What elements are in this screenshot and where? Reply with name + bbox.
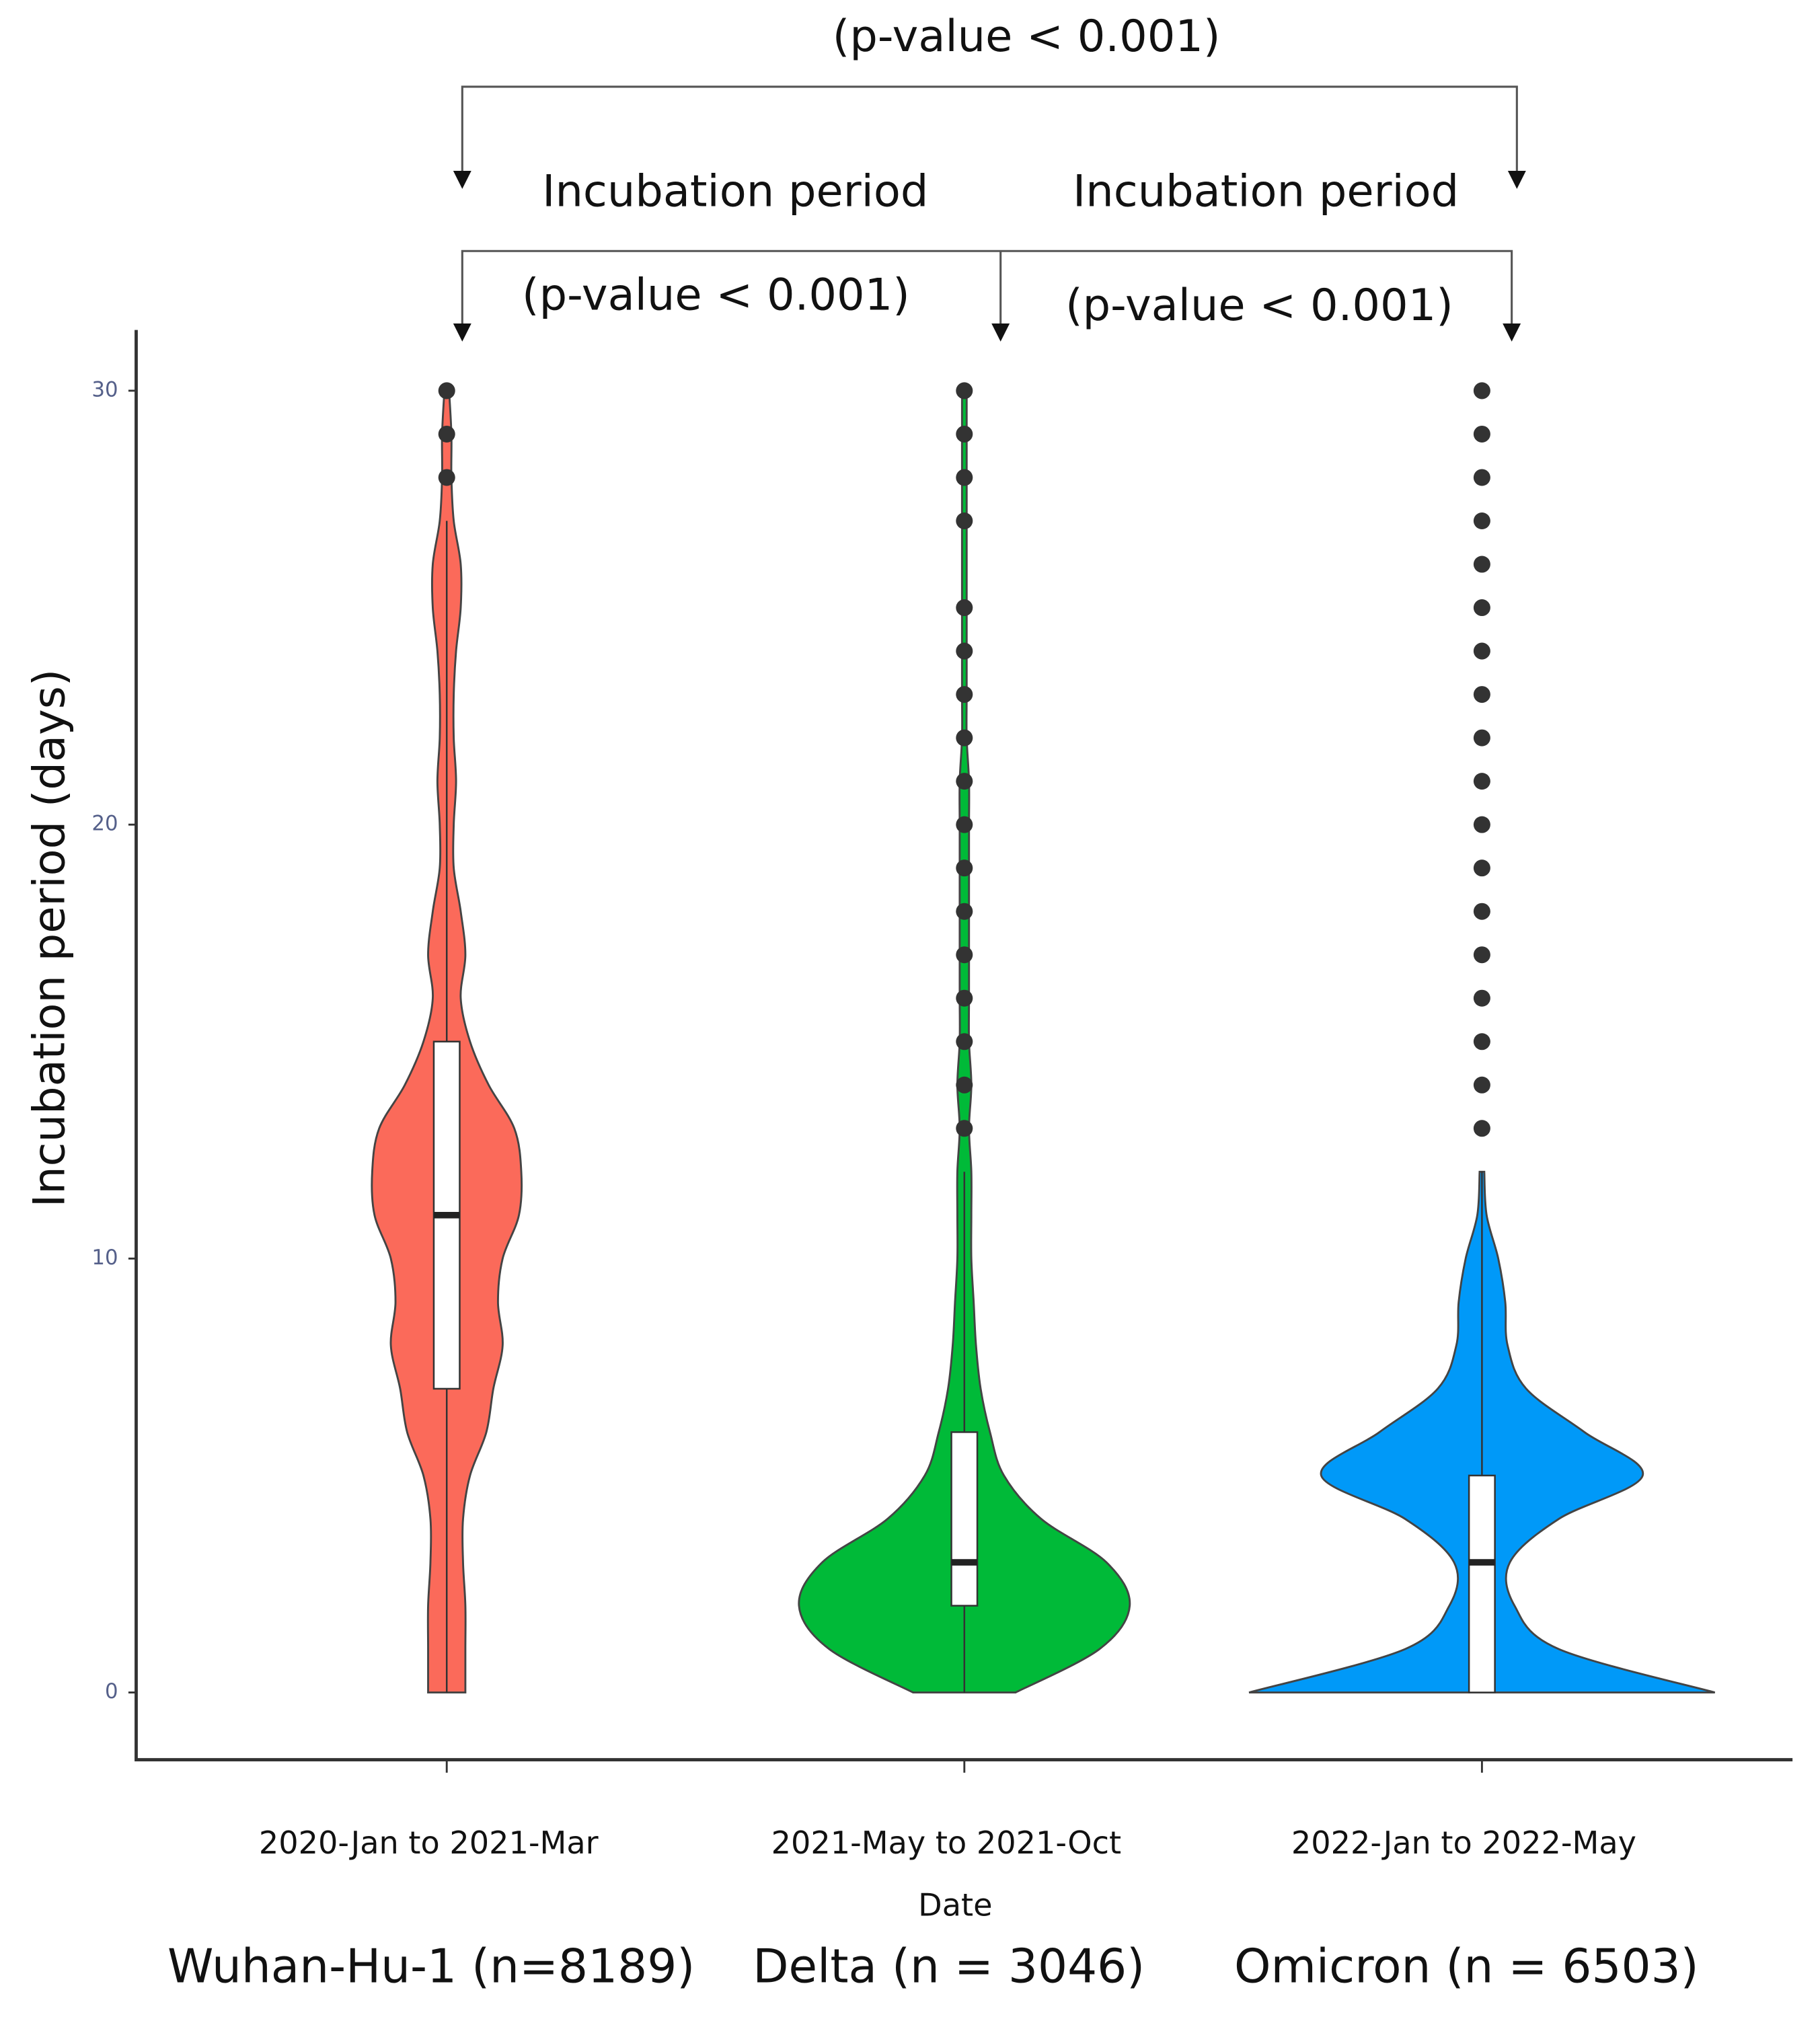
y-tick-label: 10 <box>91 1246 118 1270</box>
y-tick-label: 30 <box>91 377 118 402</box>
outlier <box>956 1076 973 1094</box>
axes <box>135 330 1793 1761</box>
outlier <box>1473 816 1490 833</box>
y-tick-label: 20 <box>91 812 118 836</box>
outlier <box>956 599 973 617</box>
outlier <box>1473 1033 1490 1050</box>
group-label: Delta (n = 3046) <box>753 1940 1145 1993</box>
outlier <box>1473 556 1490 573</box>
annotation: (p-value < 0.001) <box>833 11 1221 62</box>
outlier <box>1473 946 1490 964</box>
outlier <box>956 425 973 443</box>
bracket-lower <box>461 250 1513 323</box>
annotation: Incubation period <box>1073 166 1459 217</box>
outlier <box>1473 989 1490 1007</box>
outlier <box>956 1120 973 1137</box>
outlier <box>956 729 973 747</box>
outlier <box>956 382 973 399</box>
group-label: Omicron (n = 6503) <box>1234 1940 1699 1993</box>
outlier <box>956 816 973 833</box>
annotation: (p-value < 0.001) <box>1065 280 1453 331</box>
outlier <box>1473 642 1490 660</box>
outlier <box>1473 903 1490 920</box>
x-tick-label: 2020-Jan to 2021-Mar <box>259 1825 599 1861</box>
outlier <box>1473 382 1490 399</box>
outlier <box>956 642 973 660</box>
box <box>1468 1474 1496 1693</box>
outlier <box>1473 859 1490 877</box>
outlier <box>1473 1120 1490 1137</box>
outlier <box>956 903 973 920</box>
outlier <box>1473 425 1490 443</box>
outlier <box>956 512 973 530</box>
outlier <box>956 469 973 486</box>
y-tick-label: 0 <box>105 1679 118 1704</box>
outlier <box>956 859 973 877</box>
group-label: Wuhan-Hu-1 (n=8189) <box>167 1940 695 1993</box>
outlier <box>1473 686 1490 703</box>
outlier <box>1473 773 1490 790</box>
outlier <box>956 1033 973 1050</box>
box <box>950 1431 979 1607</box>
outlier <box>956 686 973 703</box>
x-axis-title: Date <box>918 1886 992 1923</box>
outlier <box>438 469 455 486</box>
brackets <box>453 85 1526 342</box>
outlier <box>956 989 973 1007</box>
bracket-top <box>461 85 1518 171</box>
outlier <box>956 946 973 964</box>
outlier <box>1473 512 1490 530</box>
outlier <box>1473 599 1490 617</box>
outlier <box>438 425 455 443</box>
x-tick-label: 2021-May to 2021-Oct <box>771 1825 1121 1861</box>
annotation: (p-value < 0.001) <box>522 270 910 321</box>
outlier <box>956 773 973 790</box>
annotation: Incubation period <box>542 166 928 217</box>
outlier <box>438 382 455 399</box>
outlier <box>1473 729 1490 747</box>
y-axis-title: Incubation period (days) <box>24 669 75 1207</box>
x-tick-label: 2022-Jan to 2022-May <box>1291 1825 1636 1861</box>
outlier <box>1473 469 1490 486</box>
outlier <box>1473 1076 1490 1094</box>
